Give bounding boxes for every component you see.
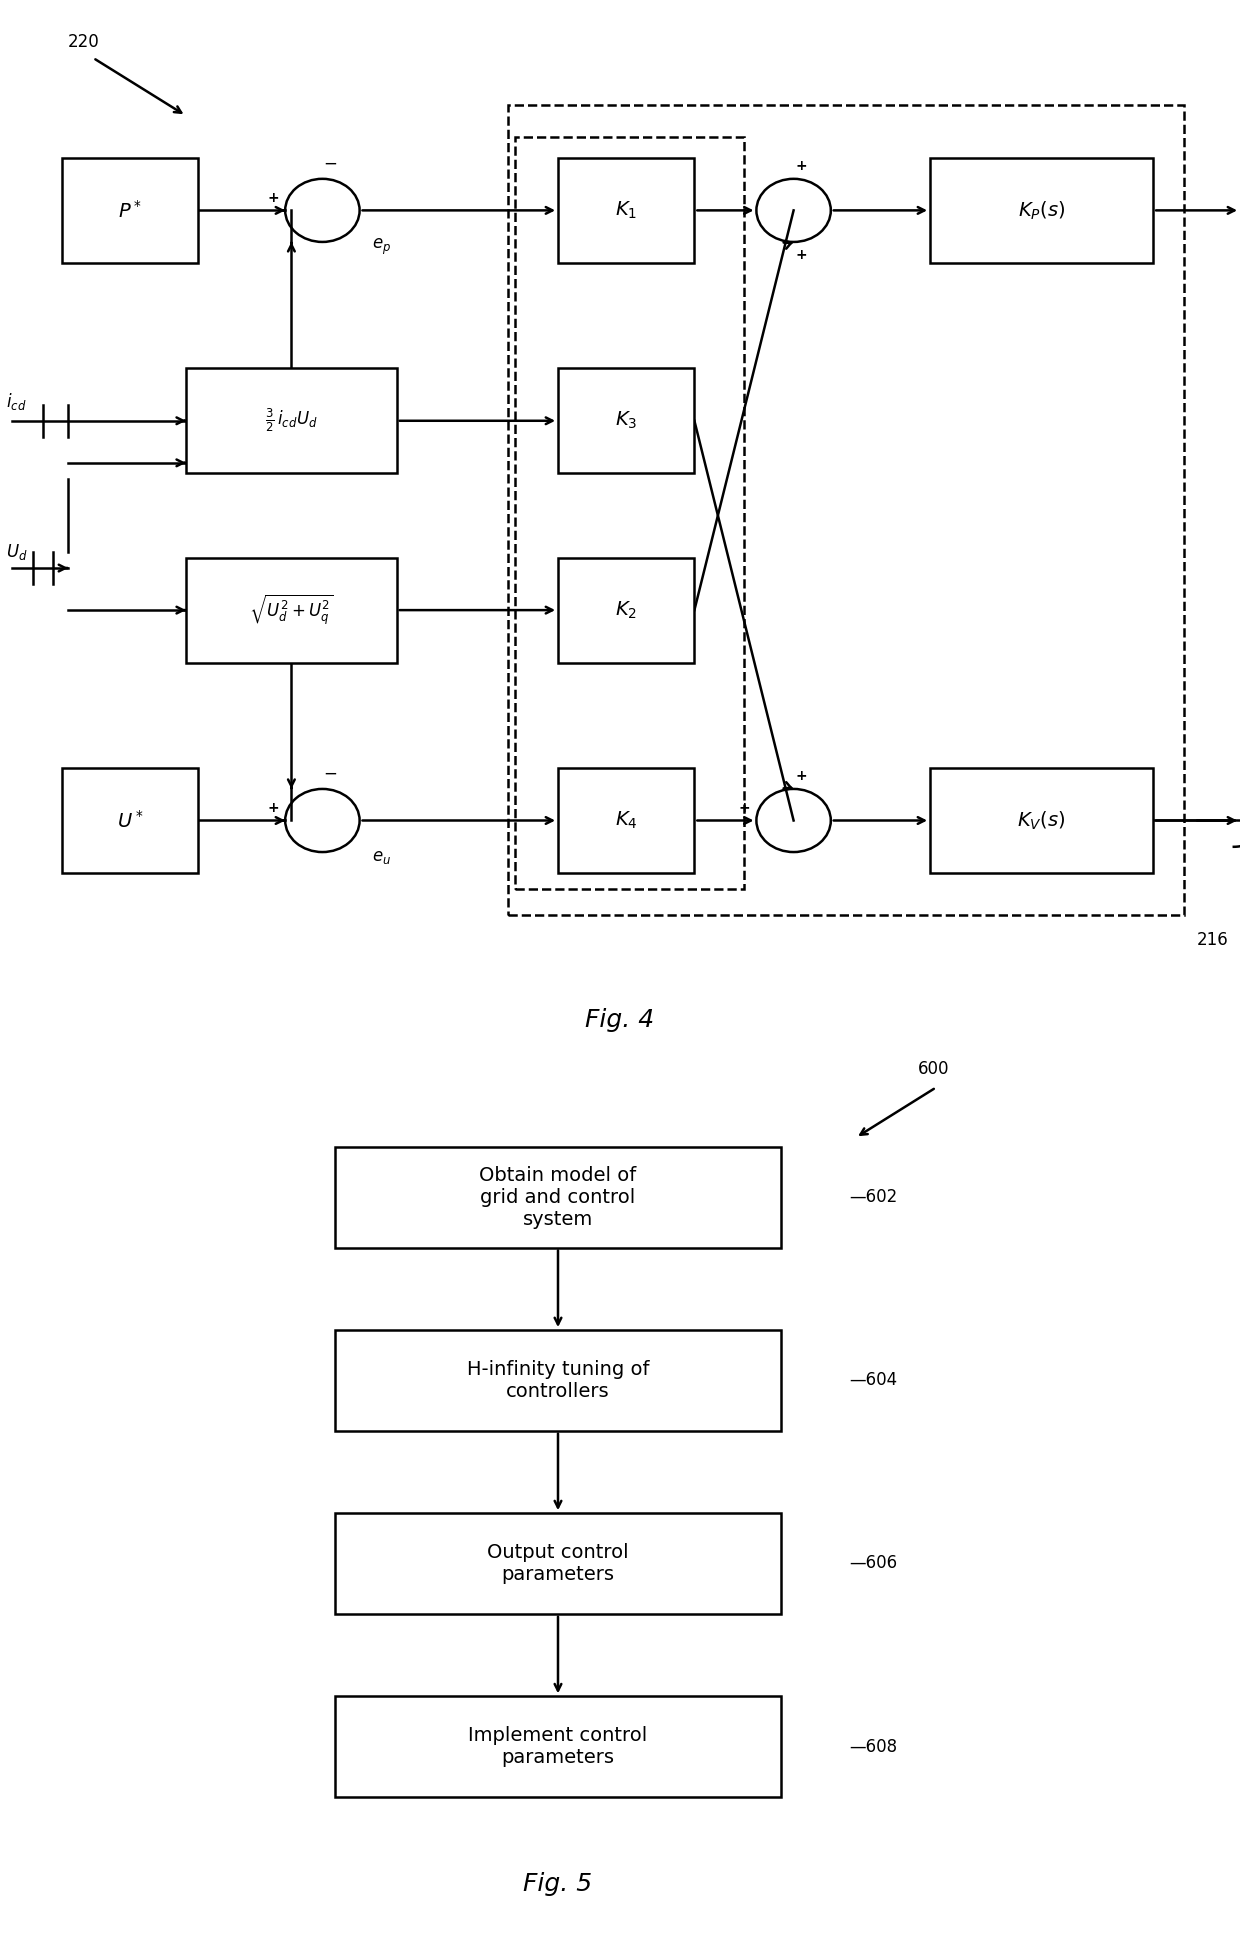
Text: —602: —602 (849, 1188, 898, 1206)
Text: $\frac{3}{2}\,i_{cd}U_d$: $\frac{3}{2}\,i_{cd}U_d$ (265, 407, 317, 434)
Text: $U_d$: $U_d$ (6, 542, 27, 563)
Bar (186, 368, 397, 473)
Text: 220: 220 (68, 33, 100, 51)
Bar (186, 557, 397, 662)
Text: Output control
parameters: Output control parameters (487, 1543, 629, 1584)
Text: $K_2$: $K_2$ (615, 600, 637, 621)
Text: $K_1$: $K_1$ (615, 201, 637, 220)
Text: Fig. 5: Fig. 5 (523, 1872, 593, 1895)
Bar (558, 368, 694, 473)
Bar (558, 768, 694, 873)
Text: $K_3$: $K_3$ (615, 411, 637, 431)
Bar (558, 557, 694, 662)
Text: H-infinity tuning of
controllers: H-infinity tuning of controllers (466, 1360, 650, 1401)
Text: −: − (322, 766, 337, 783)
Text: $K_V(s)$: $K_V(s)$ (1017, 808, 1066, 832)
Bar (930, 158, 1153, 263)
Text: Fig. 4: Fig. 4 (585, 1009, 655, 1032)
Bar (335, 1514, 781, 1613)
Text: $P^*$: $P^*$ (118, 199, 143, 222)
Bar (62, 158, 198, 263)
Bar (930, 768, 1153, 873)
Text: +: + (268, 191, 279, 205)
Text: 600: 600 (918, 1060, 949, 1077)
Bar (515, 136, 744, 888)
Text: +: + (739, 801, 750, 814)
Text: +: + (268, 801, 279, 814)
Text: +: + (795, 247, 807, 263)
Text: −: − (322, 154, 337, 173)
Text: —606: —606 (849, 1555, 898, 1572)
Text: Obtain model of
grid and control
system: Obtain model of grid and control system (480, 1165, 636, 1229)
Text: $\sqrt{U_d^2+U_q^2}$: $\sqrt{U_d^2+U_q^2}$ (249, 592, 334, 627)
Text: $U^*$: $U^*$ (117, 810, 144, 832)
Bar (335, 1330, 781, 1430)
Text: +: + (795, 158, 807, 173)
Text: $e_u$: $e_u$ (372, 847, 391, 867)
Bar (558, 158, 694, 263)
Bar (335, 1147, 781, 1247)
Bar (62, 768, 198, 873)
Text: Implement control
parameters: Implement control parameters (469, 1726, 647, 1767)
Text: —604: —604 (849, 1371, 898, 1389)
Text: 216: 216 (1197, 931, 1229, 949)
Text: $K_P(s)$: $K_P(s)$ (1018, 199, 1065, 222)
Text: $K_4$: $K_4$ (615, 810, 637, 832)
Text: $e_p$: $e_p$ (372, 238, 391, 257)
Text: +: + (795, 769, 807, 783)
Text: $i_{cd}$: $i_{cd}$ (6, 392, 26, 413)
Text: —608: —608 (849, 1738, 898, 1755)
Bar (335, 1697, 781, 1796)
Bar (508, 105, 1184, 916)
